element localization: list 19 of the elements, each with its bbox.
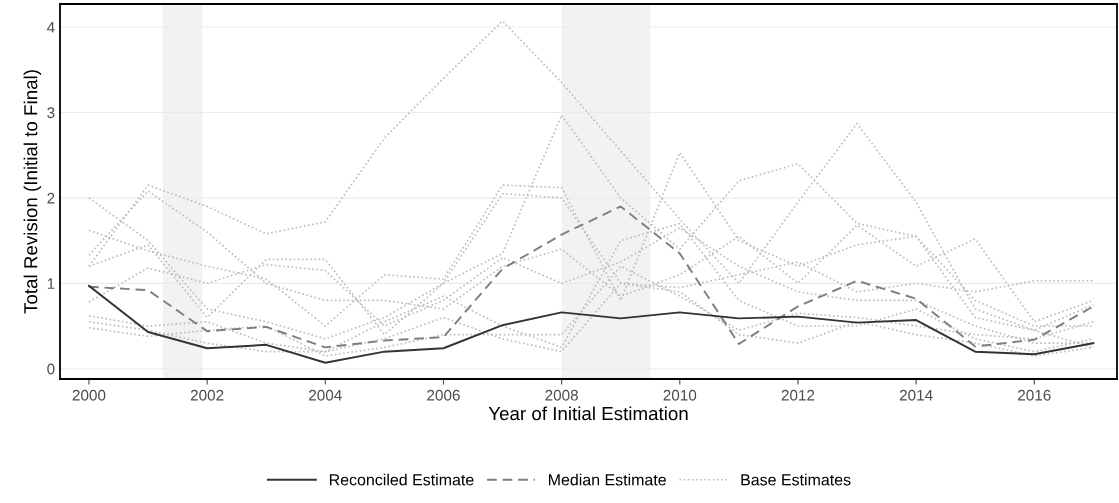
x-axis-title: Year of Initial Estimation <box>488 406 688 421</box>
y-axis-title: Total Revision (Initial to Final) <box>23 70 42 314</box>
x-tick-label: 2016 <box>1018 389 1051 401</box>
legend-label: Median Estimate <box>548 473 666 486</box>
x-tick-label: 2010 <box>663 389 697 401</box>
y-tick-label: 3 <box>47 107 55 119</box>
y-tick-label: 2 <box>47 192 55 204</box>
x-tick-label: 2002 <box>190 389 224 401</box>
y-tick-label: 4 <box>46 22 55 33</box>
legend-label: Reconciled Estimate <box>329 473 474 486</box>
legend-label: Base Estimates <box>741 473 851 486</box>
x-tick-label: 2008 <box>545 389 578 401</box>
x-tick-label: 2014 <box>899 389 933 401</box>
x-tick-label: 2006 <box>427 389 460 401</box>
y-tick-label: 0 <box>47 363 55 375</box>
x-tick-label: 2000 <box>72 389 106 401</box>
x-tick-label: 2004 <box>309 389 342 401</box>
x-tick-label: 2012 <box>781 389 815 401</box>
y-tick-label: 1 <box>47 278 55 289</box>
